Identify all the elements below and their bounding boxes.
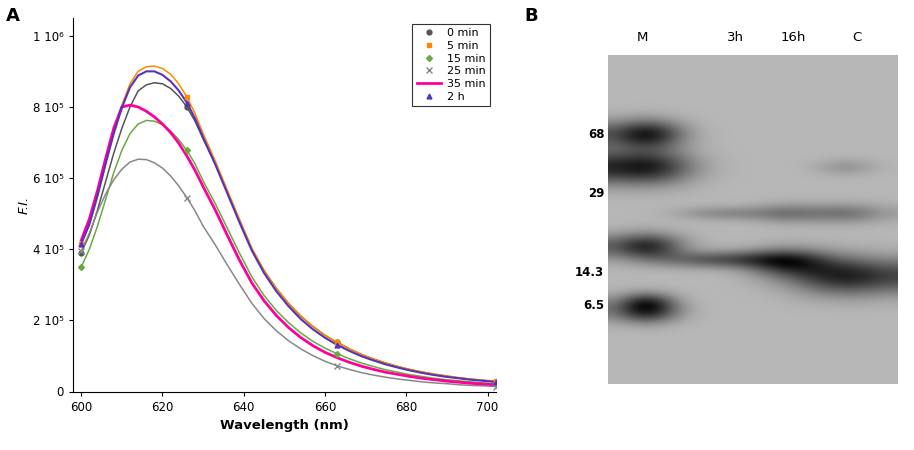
35 min [259, 298, 270, 303]
2 h [490, 379, 501, 385]
25 min [332, 363, 343, 369]
Text: 14.3: 14.3 [575, 266, 604, 279]
35 min [393, 372, 404, 377]
2 h [332, 342, 343, 347]
25 min [490, 384, 501, 389]
35 min [405, 374, 416, 379]
35 min [441, 378, 452, 384]
35 min [332, 355, 343, 360]
35 min [149, 114, 160, 120]
35 min [101, 156, 112, 161]
Line: 0 min: 0 min [79, 104, 498, 384]
35 min [141, 108, 152, 114]
0 min [181, 104, 192, 110]
Text: C: C [853, 31, 862, 44]
35 min [283, 325, 294, 330]
35 min [466, 381, 477, 386]
35 min [368, 367, 379, 372]
15 min [332, 351, 343, 356]
Line: 35 min: 35 min [81, 105, 495, 385]
35 min [430, 377, 441, 382]
35 min [124, 103, 135, 108]
35 min [295, 335, 306, 340]
5 min [76, 241, 87, 247]
Text: 68: 68 [588, 128, 604, 141]
35 min [189, 167, 200, 173]
35 min [490, 382, 501, 387]
15 min [181, 148, 192, 153]
Line: 5 min: 5 min [79, 94, 498, 383]
35 min [76, 238, 87, 243]
Text: 29: 29 [588, 187, 604, 200]
35 min [344, 360, 355, 365]
Text: B: B [525, 7, 538, 25]
35 min [478, 381, 489, 387]
35 min [271, 313, 282, 318]
35 min [222, 233, 233, 238]
35 min [320, 350, 331, 355]
35 min [356, 364, 367, 369]
35 min [197, 184, 208, 189]
Text: M: M [637, 31, 648, 44]
35 min [380, 369, 391, 375]
15 min [76, 264, 87, 270]
2 h [76, 241, 87, 247]
0 min [490, 379, 501, 384]
35 min [108, 126, 119, 131]
5 min [181, 94, 192, 99]
35 min [157, 122, 168, 127]
25 min [76, 248, 87, 254]
35 min [181, 153, 192, 159]
5 min [490, 378, 501, 384]
15 min [490, 381, 501, 387]
Line: 15 min: 15 min [80, 148, 498, 386]
2 h [181, 100, 192, 105]
35 min [165, 130, 176, 135]
Text: 6.5: 6.5 [583, 299, 604, 312]
35 min [92, 188, 103, 193]
Legend: 0 min, 5 min, 15 min, 25 min, 35 min, 2 h: 0 min, 5 min, 15 min, 25 min, 35 min, 2 … [412, 23, 490, 106]
35 min [453, 379, 464, 385]
35 min [116, 104, 127, 110]
35 min [174, 140, 185, 146]
35 min [210, 207, 221, 213]
35 min [234, 258, 245, 263]
5 min [332, 340, 343, 345]
35 min [417, 376, 428, 381]
Line: 2 h: 2 h [79, 100, 498, 384]
0 min [76, 250, 87, 256]
Text: 3h: 3h [727, 31, 744, 44]
Text: 16h: 16h [781, 31, 806, 44]
Text: A: A [5, 7, 19, 25]
35 min [133, 104, 143, 110]
35 min [84, 216, 95, 222]
Line: 25 min: 25 min [78, 194, 499, 390]
X-axis label: Wavelength (nm): Wavelength (nm) [220, 419, 349, 432]
0 min [332, 340, 343, 345]
25 min [181, 195, 192, 200]
35 min [247, 280, 258, 286]
Y-axis label: F.I.: F.I. [17, 196, 30, 214]
35 min [307, 343, 318, 348]
